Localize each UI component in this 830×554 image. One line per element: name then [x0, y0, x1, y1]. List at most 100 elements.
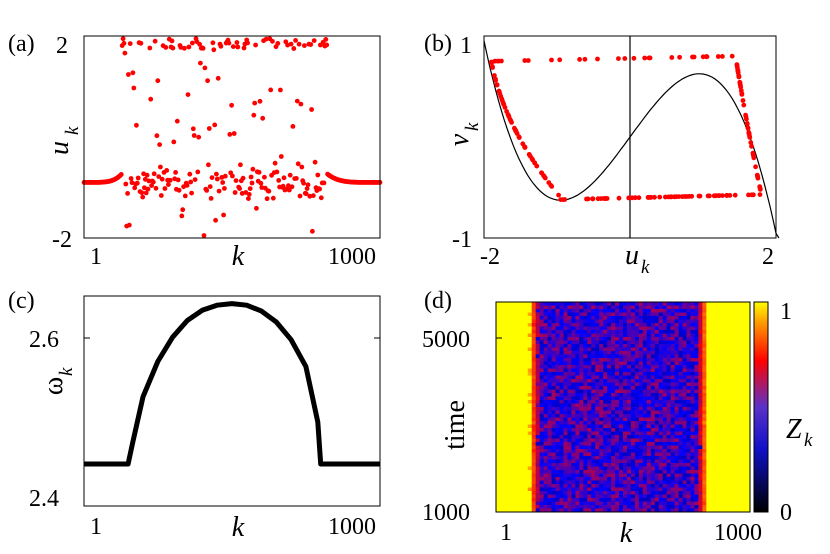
heatmap-cell	[642, 459, 648, 464]
heatmap-cell	[507, 400, 513, 404]
heatmap-cell	[607, 456, 612, 460]
heatmap-cell	[746, 508, 751, 513]
heatmap-cell	[694, 494, 699, 499]
heatmap-cell	[499, 407, 505, 411]
heatmap-cell	[690, 428, 695, 432]
heatmap-cell	[674, 323, 679, 327]
heatmap-cell	[623, 312, 628, 317]
heatmap-cell	[543, 428, 548, 432]
heatmap-cell	[678, 501, 683, 506]
heatmap-cell	[722, 312, 727, 317]
heatmap-cell	[496, 484, 501, 488]
heatmap-cell	[527, 305, 533, 310]
heatmap-cell	[706, 456, 711, 460]
heatmap-cell	[698, 508, 703, 513]
heatmap-cell	[607, 421, 612, 425]
heatmap-cell	[654, 501, 660, 506]
panel-a-point	[186, 44, 192, 50]
heatmap-cell	[674, 473, 679, 478]
heatmap-cell	[646, 382, 652, 387]
heatmap-cell	[662, 351, 668, 355]
heatmap-cell	[507, 473, 513, 478]
panel-a-point	[272, 160, 278, 166]
heatmap-cell	[519, 393, 525, 397]
heatmap-cell	[551, 372, 556, 376]
heatmap-cell	[670, 347, 675, 352]
heatmap-cell	[615, 354, 620, 359]
heatmap-cell	[507, 351, 513, 355]
heatmap-cell	[579, 445, 584, 450]
heatmap-cell	[511, 396, 517, 401]
heatmap-cell	[559, 431, 564, 436]
heatmap-cell	[658, 312, 664, 317]
heatmap-cell	[682, 414, 687, 418]
heatmap-cell	[678, 435, 683, 439]
heatmap-cell	[710, 382, 715, 387]
heatmap-cell	[746, 491, 751, 495]
heatmap-cell	[623, 389, 628, 394]
heatmap-cell	[523, 466, 529, 471]
heatmap-cell	[496, 302, 501, 306]
heatmap-cell	[527, 463, 533, 467]
heatmap-cell	[591, 330, 596, 334]
heatmap-cell	[499, 452, 505, 457]
heatmap-cell	[658, 389, 664, 394]
heatmap-cell	[634, 312, 640, 317]
heatmap-cell	[595, 505, 600, 509]
heatmap-cell	[730, 400, 735, 404]
heatmap-cell	[595, 424, 600, 429]
heatmap-cell	[571, 449, 576, 453]
heatmap-cell	[698, 449, 703, 453]
heatmap-cell	[662, 487, 668, 492]
panel-a-point	[304, 186, 310, 192]
heatmap-cell	[563, 333, 568, 338]
heatmap-cell	[714, 480, 719, 485]
heatmap-cell	[587, 372, 592, 376]
heatmap-cell	[738, 379, 743, 383]
heatmap-cell	[654, 361, 660, 366]
heatmap-cell	[603, 379, 608, 383]
heatmap-cell	[646, 361, 652, 366]
heatmap-cell	[746, 421, 751, 425]
heatmap-cell	[690, 459, 695, 464]
heatmap-cell	[738, 386, 743, 390]
heatmap-cell	[535, 344, 541, 348]
heatmap-cell	[742, 505, 747, 509]
heatmap-cell	[607, 326, 612, 331]
heatmap-cell	[531, 424, 537, 429]
heatmap-cell	[619, 393, 624, 397]
panel-a-point	[158, 193, 164, 198]
heatmap-cell	[714, 396, 719, 401]
heatmap-cell	[702, 302, 707, 306]
heatmap-cell	[535, 326, 541, 331]
heatmap-cell	[611, 417, 616, 422]
heatmap-cell	[714, 466, 719, 471]
heatmap-cell	[634, 316, 640, 320]
heatmap-cell	[575, 421, 580, 425]
heatmap-cell	[686, 330, 691, 334]
heatmap-cell	[527, 491, 533, 495]
heatmap-cell	[507, 498, 513, 502]
heatmap-cell	[710, 312, 715, 317]
heatmap-cell	[670, 400, 675, 404]
heatmap-cell	[746, 403, 751, 408]
heatmap-cell	[623, 344, 628, 348]
heatmap-cell	[551, 302, 556, 306]
panel-a-point	[315, 172, 321, 178]
heatmap-cell	[499, 305, 505, 310]
heatmap-cell	[571, 498, 576, 502]
heatmap-cell	[630, 466, 636, 471]
heatmap-cell	[702, 337, 707, 341]
heatmap-cell	[583, 337, 588, 341]
heatmap-cell	[559, 316, 564, 320]
heatmap-cell	[555, 361, 560, 366]
heatmap-cell	[738, 480, 743, 485]
heatmap-cell	[587, 414, 592, 418]
heatmap-cell	[634, 466, 640, 471]
heatmap-cell	[694, 375, 699, 380]
heatmap-cell	[646, 379, 652, 383]
heatmap-cell	[519, 368, 525, 373]
heatmap-cell	[567, 326, 572, 331]
heatmap-cell	[658, 494, 664, 499]
heatmap-cell	[730, 505, 735, 509]
